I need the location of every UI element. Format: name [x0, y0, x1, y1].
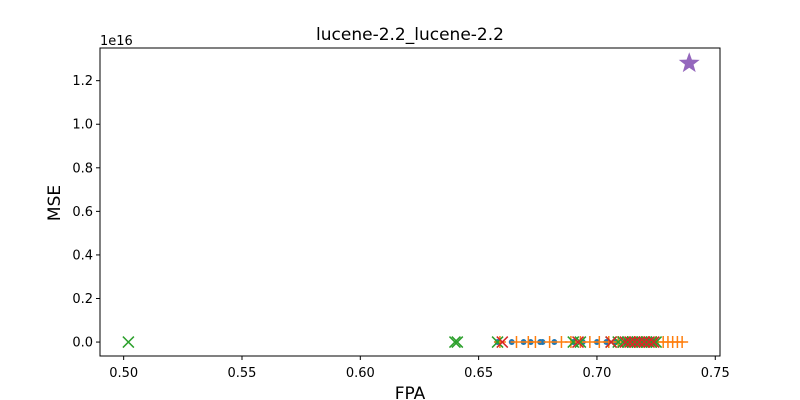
y-offset-label: 1e16 — [100, 34, 133, 49]
data-point-x — [619, 336, 632, 349]
data-point-plus — [676, 336, 689, 349]
x-tick-label: 0.70 — [582, 366, 611, 381]
data-point-x — [451, 336, 464, 349]
data-point-x — [647, 336, 660, 349]
data-point-circle — [539, 339, 546, 346]
data-point-x — [628, 336, 641, 349]
plot-area — [122, 52, 700, 349]
y-axis-title: MSE — [45, 185, 65, 221]
x-axis-title: FPA — [395, 384, 426, 400]
x-tick-label: 0.55 — [228, 366, 257, 381]
data-point-x — [605, 336, 618, 349]
data-point-x — [571, 336, 585, 349]
data-point-x — [638, 336, 651, 349]
data-point-x — [122, 336, 135, 349]
data-point-x — [642, 336, 656, 349]
data-point-x — [624, 336, 637, 349]
x-tick-label: 0.65 — [464, 366, 493, 381]
x-tick-label: 0.60 — [346, 366, 375, 381]
x-tick-label: 0.50 — [109, 366, 138, 381]
y-axis: 0.0 0.2 0.4 0.6 0.8 1.0 1.2 — [72, 74, 100, 351]
chart-title: lucene-2.2_lucene-2.2 — [316, 25, 504, 45]
y-tick-label: 0.0 — [72, 336, 93, 351]
data-point-x — [496, 336, 509, 349]
y-tick-label: 0.6 — [72, 205, 93, 220]
y-tick-label: 0.2 — [72, 292, 93, 307]
data-point-x — [633, 336, 646, 349]
y-tick-label: 0.4 — [72, 248, 93, 263]
data-point-star — [678, 52, 700, 73]
y-tick-label: 1.0 — [72, 118, 93, 133]
data-point-plus — [529, 336, 542, 349]
data-point-plus — [543, 336, 556, 349]
data-point-x — [448, 336, 461, 349]
plot-frame — [99, 47, 721, 357]
x-axis: 0.50 0.55 0.60 0.65 0.70 0.75 — [109, 356, 730, 381]
data-point-x — [491, 336, 504, 349]
y-tick-label: 1.2 — [72, 74, 93, 89]
y-tick-label: 0.8 — [72, 161, 93, 176]
data-point-plus — [493, 336, 506, 349]
data-point-x — [574, 336, 587, 349]
x-tick-label: 0.75 — [701, 366, 730, 381]
data-point-plus — [510, 336, 523, 349]
